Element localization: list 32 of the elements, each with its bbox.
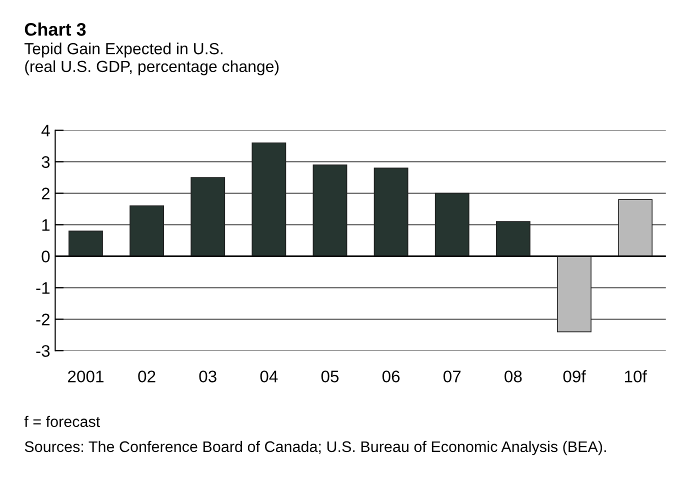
x-tick-label: 04 xyxy=(260,370,278,382)
x-tick-label: 05 xyxy=(321,370,339,382)
bar xyxy=(434,192,470,257)
y-tick-label: 2 xyxy=(42,188,50,200)
bar xyxy=(252,142,286,257)
y-tick-label: -1 xyxy=(36,282,50,294)
bar xyxy=(190,177,226,257)
bar xyxy=(618,199,653,257)
bar xyxy=(130,205,164,257)
x-tick-label: 2001 xyxy=(68,370,104,382)
y-tick-label: 0 xyxy=(42,250,50,262)
y-tick-label: -3 xyxy=(36,345,50,357)
x-tick-label: 03 xyxy=(199,370,216,382)
x-tick-label: 10f xyxy=(625,370,647,382)
source-note: Sources: The Conference Board of Canada; U.S. Bureau of Economic Analysis (BEA). xyxy=(24,440,606,456)
x-tick-label: 07 xyxy=(444,370,461,382)
x-tick-label: 08 xyxy=(504,370,522,382)
y-tick-label: 3 xyxy=(42,156,50,168)
y-tick-label: -2 xyxy=(36,314,50,326)
y-tick-label: 1 xyxy=(42,219,50,231)
chart-subtitle: Tepid Gain Expected in U.S. (real U.S. GDP, percentage change) xyxy=(24,42,279,76)
y-tick-label: 4 xyxy=(41,124,50,136)
bar xyxy=(496,221,530,257)
x-tick-label: 09f xyxy=(563,370,586,382)
chart-title: Chart 3 xyxy=(24,22,86,36)
x-tick-label: 02 xyxy=(138,370,156,382)
bar xyxy=(68,230,103,257)
bar xyxy=(557,256,592,332)
bar xyxy=(312,164,348,257)
bar xyxy=(374,168,408,257)
x-tick-label: 06 xyxy=(382,370,400,382)
text: f = forecast xyxy=(24,416,100,428)
